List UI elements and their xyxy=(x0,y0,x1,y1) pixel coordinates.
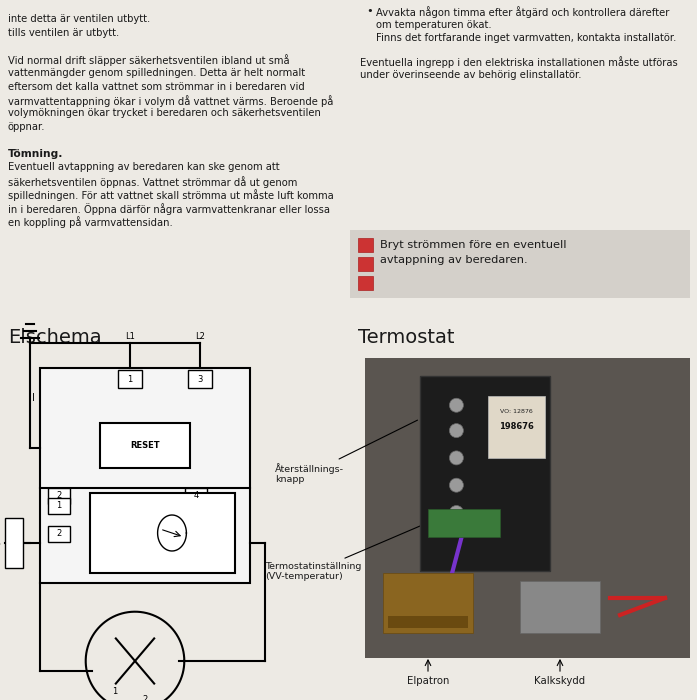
Text: eftersom det kalla vattnet som strömmar in i beredaren vid: eftersom det kalla vattnet som strömmar … xyxy=(8,81,305,92)
Text: öppnar.: öppnar. xyxy=(8,122,45,132)
Text: Vid normal drift släpper säkerhetsventilen ibland ut små: Vid normal drift släpper säkerhetsventil… xyxy=(8,55,290,66)
Bar xyxy=(358,276,373,290)
Bar xyxy=(428,509,500,537)
Circle shape xyxy=(450,505,464,519)
Text: Elpatron: Elpatron xyxy=(407,676,449,686)
Text: säkerhetsventilen öppnas. Vattnet strömmar då ut genom: säkerhetsventilen öppnas. Vattnet strömm… xyxy=(8,176,298,188)
Bar xyxy=(48,488,70,504)
Text: 1: 1 xyxy=(128,374,132,384)
Bar xyxy=(48,498,70,514)
Bar xyxy=(488,395,545,458)
Bar xyxy=(358,257,373,271)
Text: RESET: RESET xyxy=(130,440,160,449)
Circle shape xyxy=(450,398,464,412)
Text: Bryt strömmen före en eventuell
avtappning av beredaren.: Bryt strömmen före en eventuell avtappni… xyxy=(380,240,567,265)
Text: I: I xyxy=(32,393,35,403)
Circle shape xyxy=(450,451,464,465)
Circle shape xyxy=(450,424,464,438)
Text: Termostatinställning
(VV-temperatur): Termostatinställning (VV-temperatur) xyxy=(265,524,425,582)
Bar xyxy=(383,573,473,633)
Bar xyxy=(358,238,373,252)
Bar xyxy=(48,526,70,542)
Text: 198676: 198676 xyxy=(499,422,534,431)
Text: 1: 1 xyxy=(56,501,61,510)
Text: tills ventilen är utbytt.: tills ventilen är utbytt. xyxy=(8,27,119,38)
Bar xyxy=(5,518,23,568)
Circle shape xyxy=(450,478,464,492)
Text: Finns det fortfarande inget varmvatten, kontakta installatör.: Finns det fortfarande inget varmvatten, … xyxy=(376,33,676,43)
Text: •: • xyxy=(366,6,373,16)
Text: Eventuell avtappning av beredaren kan ske genom att: Eventuell avtappning av beredaren kan sk… xyxy=(8,162,279,172)
Text: L2: L2 xyxy=(195,332,205,341)
Bar xyxy=(188,370,212,388)
Text: 2: 2 xyxy=(56,491,61,500)
Bar xyxy=(365,358,690,658)
Text: om temperaturen ökat.: om temperaturen ökat. xyxy=(376,20,491,29)
Text: volymökningen ökar trycket i beredaren och säkerhetsventilen: volymökningen ökar trycket i beredaren o… xyxy=(8,108,321,118)
Text: 4: 4 xyxy=(193,491,199,500)
Text: under överinseende av behörig elinstallatör.: under överinseende av behörig elinstalla… xyxy=(360,70,581,80)
Text: 2: 2 xyxy=(142,694,148,700)
Text: Tömning.: Tömning. xyxy=(8,149,63,159)
Text: vattenmängder genom spilledningen. Detta är helt normalt: vattenmängder genom spilledningen. Detta… xyxy=(8,68,305,78)
Text: Elschema: Elschema xyxy=(8,328,102,347)
Text: VO: 12876: VO: 12876 xyxy=(500,409,533,414)
Text: L1: L1 xyxy=(125,332,135,341)
Text: 1: 1 xyxy=(112,687,118,696)
Text: 3: 3 xyxy=(197,374,203,384)
Text: Kalkskydd: Kalkskydd xyxy=(535,676,585,686)
Text: in i beredaren. Öppna därför några varmvattenkranar eller lossa: in i beredaren. Öppna därför några varmv… xyxy=(8,203,330,215)
Bar xyxy=(118,370,142,388)
Bar xyxy=(40,368,250,583)
Text: spilledningen. För att vattnet skall strömma ut måste luft komma: spilledningen. För att vattnet skall str… xyxy=(8,190,334,202)
Text: 2: 2 xyxy=(56,529,61,538)
Text: Avvakta någon timma efter åtgärd och kontrollera därefter: Avvakta någon timma efter åtgärd och kon… xyxy=(376,6,669,18)
Text: varmvattentappning ökar i volym då vattnet värms. Beroende på: varmvattentappning ökar i volym då vattn… xyxy=(8,95,333,107)
Bar xyxy=(388,616,468,628)
Text: Termostat: Termostat xyxy=(358,328,454,347)
Bar xyxy=(420,376,550,571)
Text: inte detta är ventilen utbytt.: inte detta är ventilen utbytt. xyxy=(8,14,151,24)
Bar xyxy=(520,581,600,633)
Bar xyxy=(100,423,190,468)
Bar xyxy=(185,488,207,504)
Text: Eventuella ingrepp i den elektriska installationen måste utföras: Eventuella ingrepp i den elektriska inst… xyxy=(360,57,677,69)
Bar xyxy=(90,493,235,573)
Text: en koppling på varmvattensidan.: en koppling på varmvattensidan. xyxy=(8,216,173,228)
Text: Återställnings-
knapp: Återställnings- knapp xyxy=(275,420,418,484)
Bar xyxy=(350,230,690,298)
